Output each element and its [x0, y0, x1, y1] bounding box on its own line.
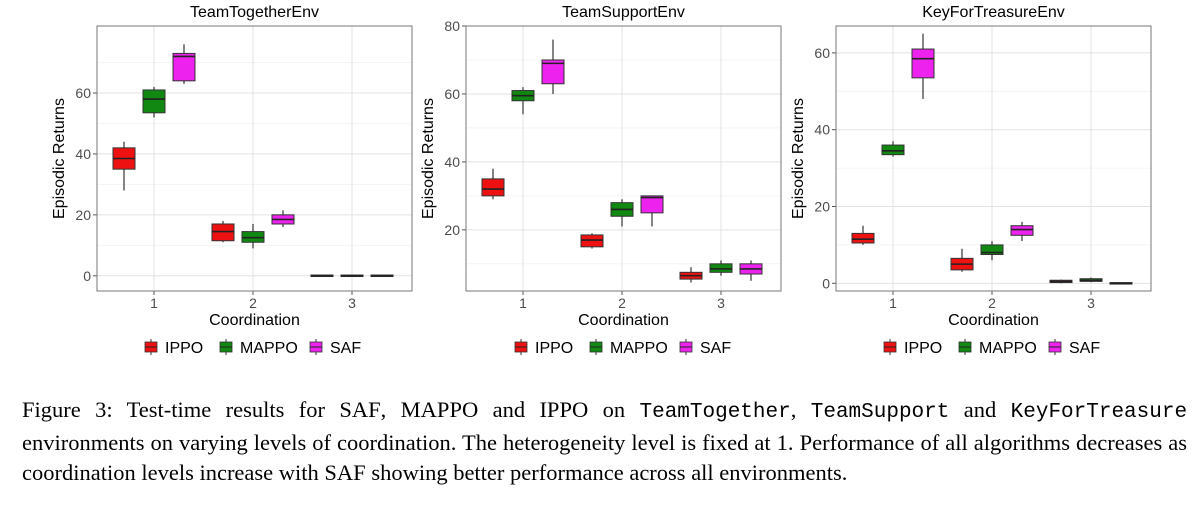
x-axis-label: Coordination: [209, 312, 300, 329]
x-tick-label: 2: [249, 295, 257, 311]
box-saf: [911, 48, 935, 79]
box-mappo: [142, 89, 166, 114]
y-tick-label: 80: [444, 18, 460, 34]
caption-text-1: Test-time results for: [126, 397, 325, 422]
caption-saf-1: SAF: [339, 397, 381, 422]
caption-env-3: KeyForTreasure: [1010, 401, 1188, 424]
x-tick-label: 3: [717, 295, 725, 311]
y-tick-label: 60: [444, 86, 460, 102]
caption-text-2: , MAPPO and IPPO on: [380, 397, 626, 422]
caption-text-3: environments on varying levels of coordi…: [22, 430, 1187, 485]
plot-border: [835, 25, 1152, 292]
legend-label-saf: SAF: [700, 340, 731, 357]
y-tick-label: 60: [75, 85, 91, 101]
box-saf: [541, 59, 565, 85]
plot-area: [466, 26, 781, 291]
plot-border: [465, 25, 782, 292]
y-tick-label: 40: [814, 122, 830, 138]
y-tick-label: 0: [822, 275, 830, 291]
legend-label-mappo: MAPPO: [240, 340, 298, 357]
x-axis-label: Coordination: [948, 312, 1039, 329]
x-tick-label: 3: [348, 295, 356, 311]
y-axis-label: Episodic Returns: [51, 98, 68, 219]
y-tick-label: 40: [75, 146, 91, 162]
box-ippo: [481, 178, 505, 197]
caption-env-2: TeamSupport: [810, 401, 950, 424]
legend-label-mappo: MAPPO: [979, 340, 1037, 357]
y-tick-label: 0: [83, 268, 91, 284]
y-tick-label: 20: [814, 199, 830, 215]
box-saf: [172, 52, 196, 82]
x-tick-label: 1: [889, 295, 897, 311]
legend-label-saf: SAF: [1069, 340, 1100, 357]
caption-saf-2: SAF: [324, 460, 366, 485]
box-mappo: [709, 263, 733, 273]
y-tick-label: 40: [444, 154, 460, 170]
legend-label-ippo: IPPO: [165, 340, 203, 357]
box-mappo: [881, 144, 905, 156]
legend-label-saf: SAF: [330, 340, 361, 357]
box-mappo: [980, 244, 1004, 256]
y-axis-label: Episodic Returns: [420, 98, 437, 219]
box-ippo: [580, 234, 604, 248]
legend: IPPO MAPPO SAF: [514, 339, 731, 357]
chart-title: KeyForTreasureEnv: [922, 4, 1065, 21]
legend-label-ippo: IPPO: [535, 340, 573, 357]
x-tick-label: 2: [618, 295, 626, 311]
caption-and: and: [963, 397, 997, 422]
chart-panel-2: 20 40 60 80 1 2 3 TeamSupportEnv Coordination Epi…: [420, 4, 782, 357]
x-tick-label: 2: [988, 295, 996, 311]
x-axis-label: Coordination: [578, 312, 669, 329]
box-ippo: [851, 232, 875, 244]
y-tick-label: 20: [444, 222, 460, 238]
plot-border: [96, 25, 413, 292]
figure-charts: 0 20 40 60 1 2 3 TeamTogetherEnv Coordination Epi…: [51, 4, 1152, 357]
caption-env-1: TeamTogether: [639, 401, 791, 424]
y-tick-label: 60: [814, 45, 830, 61]
caption-sep: ,: [790, 397, 797, 422]
plot-area: [97, 26, 412, 291]
box-saf: [640, 195, 664, 214]
x-tick-label: 1: [150, 295, 158, 311]
x-tick-label: 1: [519, 295, 527, 311]
box-saf: [1010, 225, 1034, 236]
legend: IPPO MAPPO SAF: [144, 339, 361, 357]
x-tick-label: 3: [1087, 295, 1095, 311]
figure-caption: Figure 3: Test-time results for SAF, MAP…: [22, 395, 1187, 488]
chart-panel-3: 0 20 40 60 1 2 3 KeyForTreasureEnv Coordination E…: [790, 4, 1152, 357]
y-tick-label: 20: [75, 207, 91, 223]
chart-title: TeamSupportEnv: [562, 4, 685, 21]
caption-label: Figure 3:: [22, 397, 113, 422]
caption-text-4: showing better performance across all en…: [371, 460, 848, 485]
y-axis-label: Episodic Returns: [790, 98, 807, 219]
chart-panel-1: 0 20 40 60 1 2 3 TeamTogetherEnv Coordination Epi…: [51, 4, 413, 357]
legend-label-mappo: MAPPO: [610, 340, 668, 357]
legend: IPPO MAPPO SAF: [883, 339, 1100, 357]
legend-label-ippo: IPPO: [904, 340, 942, 357]
chart-title: TeamTogetherEnv: [190, 4, 319, 21]
